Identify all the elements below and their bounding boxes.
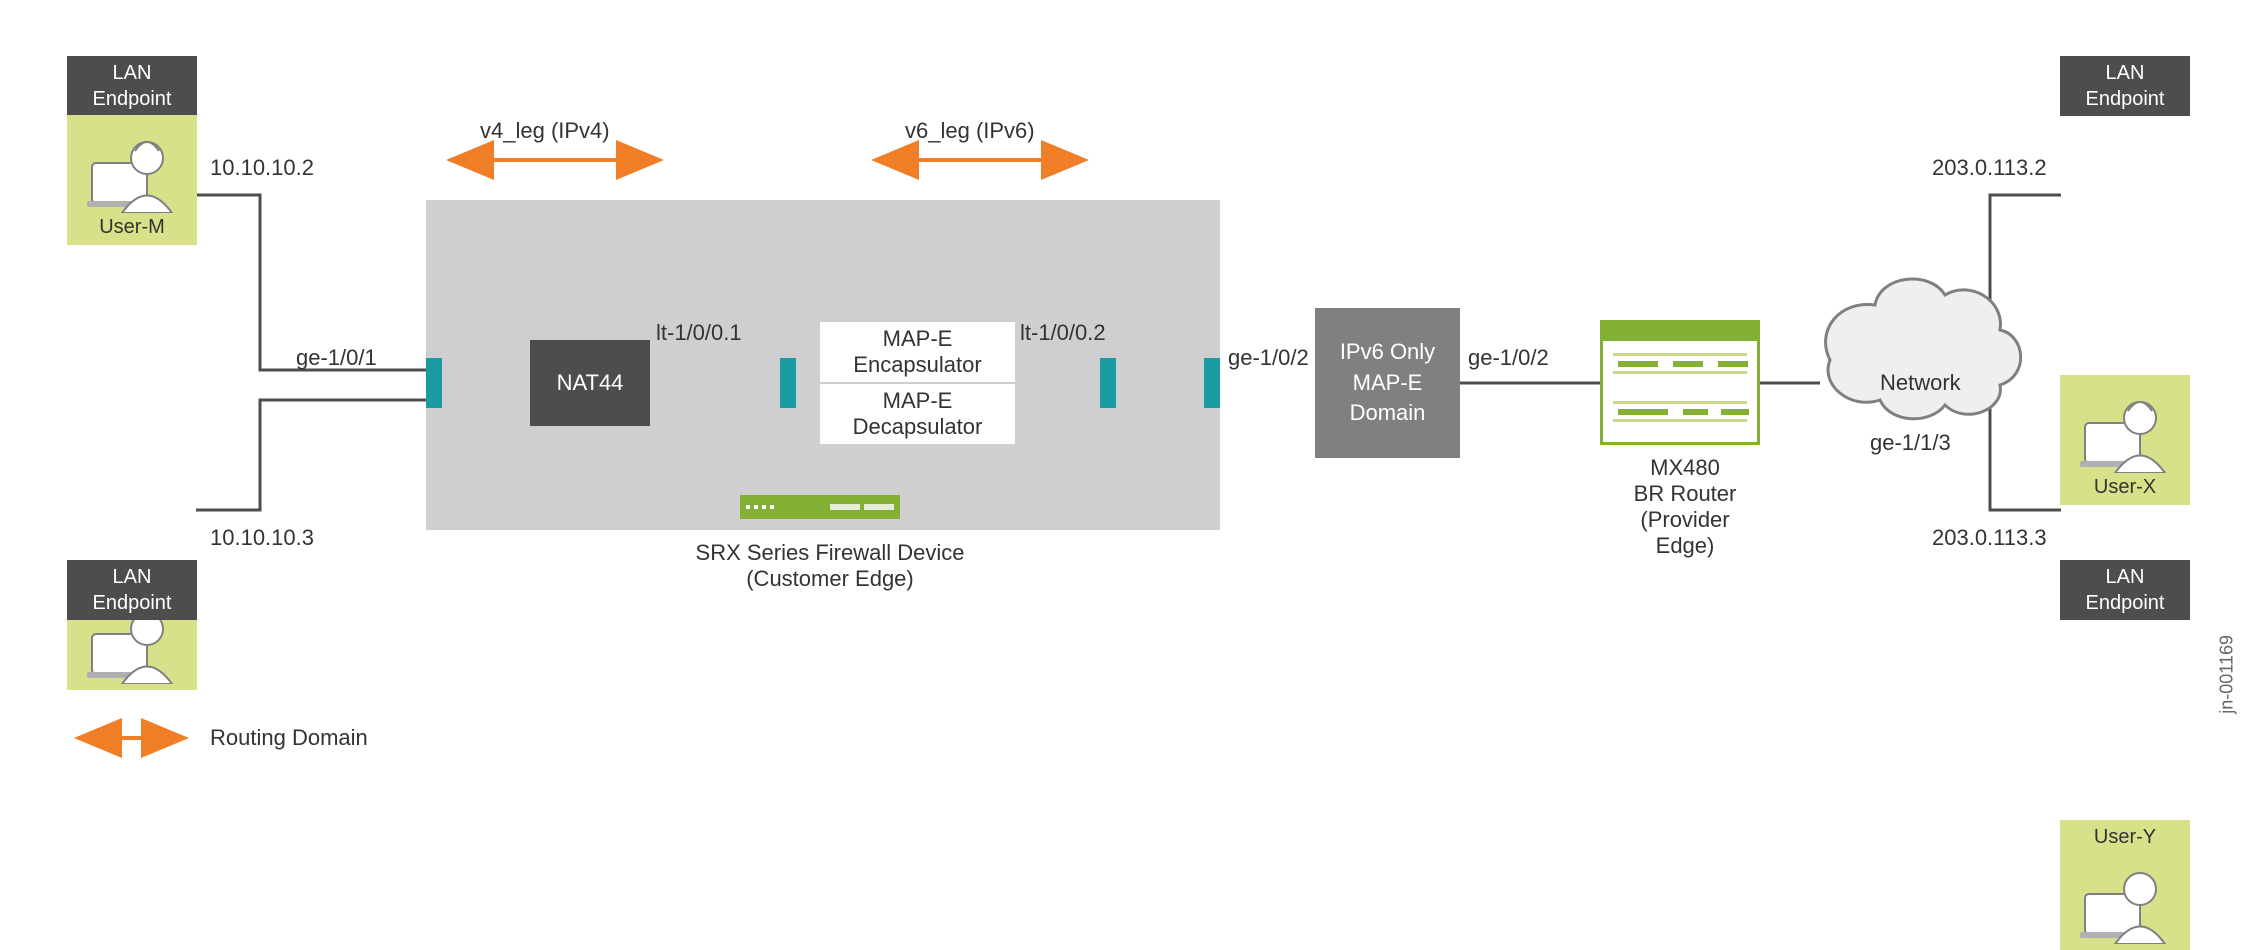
port-right-inner (1100, 358, 1116, 408)
user-x-box: User-X (2060, 375, 2190, 505)
mx-caption: MX480 BR Router (Provider Edge) (1610, 455, 1760, 559)
user-y-ip: 203.0.113.3 (1932, 525, 2047, 551)
user-x-lan-label: LANEndpoint (2060, 56, 2190, 116)
iface-ge101: ge-1/0/1 (296, 345, 377, 371)
v4-leg-label: v4_leg (IPv4) (480, 118, 610, 144)
user-x-avatar-icon (2080, 383, 2170, 473)
user-m-lan-label: LANEndpoint (67, 56, 197, 116)
cloud-label: Network (1880, 370, 1962, 395)
user-y-lan-label: LANEndpoint (2060, 560, 2190, 620)
user-m-avatar-icon (87, 123, 177, 213)
iface-ge102-a: ge-1/0/2 (1228, 345, 1309, 371)
port-lt (780, 358, 796, 408)
v6-leg-label: v6_leg (IPv6) (905, 118, 1035, 144)
nat44-box: NAT44 (530, 340, 650, 426)
user-y-avatar-icon (2080, 854, 2170, 944)
srx-caption: SRX Series Firewall Device(Customer Edge… (690, 540, 970, 592)
mape-dec-box: MAP-EDecapsulator (820, 384, 1015, 444)
port-left (426, 358, 442, 408)
mx480-box (1600, 320, 1760, 445)
legend-label: Routing Domain (210, 725, 368, 751)
iface-ge113: ge-1/1/3 (1870, 430, 1951, 456)
user-x-ip: 203.0.113.2 (1932, 155, 2047, 181)
ipv6-domain-box: IPv6 Only MAP-E Domain (1315, 308, 1460, 458)
iface-lt2: lt-1/0/0.2 (1020, 320, 1106, 346)
user-n-ip: 10.10.10.3 (210, 525, 314, 551)
iface-lt1: lt-1/0/0.1 (656, 320, 742, 346)
user-x-caption: User-X (2060, 476, 2190, 499)
user-y-caption: User-Y (2060, 826, 2190, 849)
nat44-label: NAT44 (557, 370, 624, 396)
user-y-box: User-Y (2060, 820, 2190, 950)
user-m-box: User-M (67, 115, 197, 245)
user-m-caption: User-M (67, 216, 197, 239)
user-m-ip: 10.10.10.2 (210, 155, 314, 181)
iface-ge102-b: ge-1/0/2 (1468, 345, 1549, 371)
user-n-lan-label: LANEndpoint (67, 560, 197, 620)
srx-device-icon (740, 495, 900, 519)
mape-enc-box: MAP-EEncapsulator (820, 322, 1015, 382)
doc-id: jn-001169 (2217, 635, 2238, 714)
port-right-outer (1204, 358, 1220, 408)
